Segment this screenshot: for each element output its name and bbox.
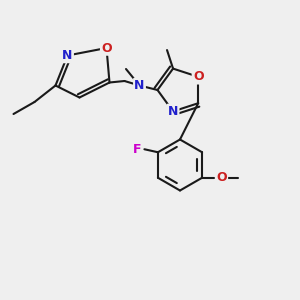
- Text: N: N: [168, 105, 178, 118]
- Text: N: N: [134, 79, 145, 92]
- Text: O: O: [193, 70, 203, 83]
- Text: F: F: [133, 143, 141, 156]
- Text: O: O: [101, 41, 112, 55]
- Text: N: N: [62, 49, 73, 62]
- Text: O: O: [216, 171, 227, 184]
